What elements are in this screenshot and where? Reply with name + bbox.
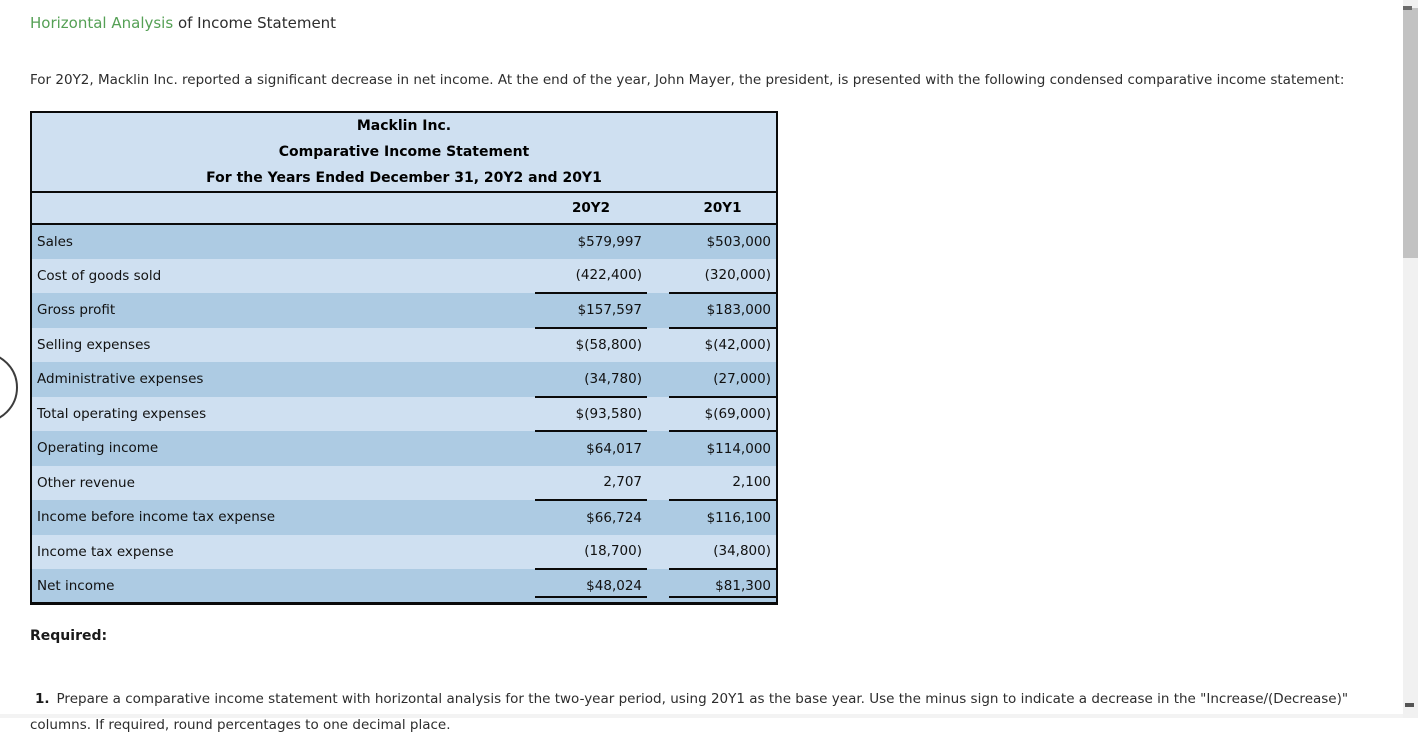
row-label: Total operating expenses [37, 405, 207, 422]
horizontal-analysis-link[interactable]: Horizontal Analysis [30, 14, 174, 32]
amount-20y1: $(69,000) [669, 396, 777, 432]
amount-20y2: $(58,800) [575, 337, 642, 354]
intro-paragraph: For 20Y2, Macklin Inc. reported a signif… [30, 71, 1345, 88]
amount-20y2: $48,024 [535, 569, 647, 604]
table-spacer-cell [647, 328, 669, 363]
amount-20y1: (34,800) [669, 534, 777, 570]
row-label: Other revenue [37, 474, 135, 491]
statement-period: For the Years Ended December 31, 20Y2 an… [206, 170, 602, 186]
table-row: Income tax expense (18,700) (34,800) [31, 534, 777, 570]
amount-20y2: $(93,580) [535, 396, 647, 432]
amount-20y1: (320,000) [669, 258, 777, 294]
table-spacer-cell [647, 293, 669, 328]
table-row: Cost of goods sold (422,400) (320,000) [31, 258, 777, 294]
amount-20y2: 2,707 [535, 465, 647, 501]
table-spacer-cell [647, 569, 669, 604]
table-spacer-cell [647, 224, 669, 259]
left-edge-circle-decoration [0, 352, 18, 423]
vertical-scrollbar-thumb[interactable] [1403, 8, 1418, 258]
table-row: Income before income tax expense $66,724… [31, 500, 777, 535]
statement-company-name: Macklin Inc. [356, 118, 452, 134]
amount-20y1: (27,000) [669, 362, 777, 398]
row-label: Operating income [37, 440, 159, 457]
amount-20y1: 2,100 [669, 465, 777, 501]
table-row: Operating income $64,017 $114,000 [31, 431, 777, 466]
row-label: Income before income tax expense [37, 509, 276, 526]
amount-20y2: $66,724 [586, 509, 642, 526]
requirement-1-text: Prepare a comparative income statement w… [30, 690, 1349, 733]
amount-20y1: $114,000 [706, 440, 771, 457]
column-header-20y2: 20Y2 [535, 192, 647, 225]
table-row: Other revenue 2,707 2,100 [31, 465, 777, 501]
amount-20y2: (34,780) [535, 362, 647, 398]
scrollbar-top-mark [1403, 6, 1412, 10]
income-statement-table: Macklin Inc. Comparative Income Statemen… [30, 111, 778, 605]
row-label: Net income [37, 577, 115, 594]
table-row: Net income $48,024 $81,300 [31, 569, 777, 604]
table-row: Administrative expenses (34,780) (27,000… [31, 362, 777, 398]
table-spacer-cell [647, 397, 669, 432]
statement-title: Comparative Income Statement [278, 144, 530, 160]
horizontal-scrollbar-track[interactable] [0, 714, 1403, 718]
amount-20y2: $579,997 [577, 233, 642, 250]
amount-20y2: (18,700) [535, 534, 647, 570]
table-row: Sales $579,997 $503,000 [31, 224, 777, 259]
row-label: Sales [37, 233, 73, 250]
column-header-20y1: 20Y1 [669, 192, 777, 225]
table-row: Total operating expenses $(93,580) $(69,… [31, 396, 777, 432]
amount-20y1: $116,100 [706, 509, 771, 526]
table-row: Gross profit $157,597 $183,000 [31, 293, 777, 329]
page-title: Horizontal Analysis of Income Statement [30, 14, 336, 33]
table-spacer-cell [647, 535, 669, 570]
table-spacer-cell [647, 259, 669, 294]
table-row: Selling expenses $(58,800) $(42,000) [31, 327, 777, 363]
scrollbar-corner-mark [1405, 703, 1414, 707]
amount-20y1: $(42,000) [704, 337, 771, 354]
row-label: Income tax expense [37, 543, 174, 560]
vertical-scrollbar-track[interactable] [1403, 0, 1418, 718]
statement-title-block: Macklin Inc. Comparative Income Statemen… [31, 112, 777, 193]
table-spacer-cell [647, 500, 669, 535]
requirement-1-number: 1. [35, 690, 50, 707]
statement-title-row: Macklin Inc. Comparative Income Statemen… [31, 112, 777, 193]
amount-20y1: $81,300 [669, 569, 777, 604]
page-title-rest: of Income Statement [173, 14, 337, 32]
table-spacer-cell [647, 362, 669, 397]
amount-20y2: $157,597 [535, 293, 647, 329]
table-spacer-cell [647, 431, 669, 466]
column-header-row: 20Y2 20Y1 [31, 192, 777, 225]
row-label: Selling expenses [37, 336, 151, 353]
row-label: Administrative expenses [37, 371, 204, 388]
amount-20y1: $503,000 [706, 233, 771, 250]
amount-20y1: $183,000 [669, 293, 777, 329]
row-label: Gross profit [37, 302, 116, 319]
amount-20y2: (422,400) [535, 258, 647, 294]
requirement-1: 1. Prepare a comparative income statement… [30, 686, 1362, 738]
column-header-blank [31, 192, 535, 225]
row-label: Cost of goods sold [37, 267, 162, 284]
amount-20y2: $64,017 [586, 440, 642, 457]
required-heading: Required: [30, 628, 108, 644]
column-header-spacer [647, 192, 669, 225]
table-spacer-cell [647, 466, 669, 501]
